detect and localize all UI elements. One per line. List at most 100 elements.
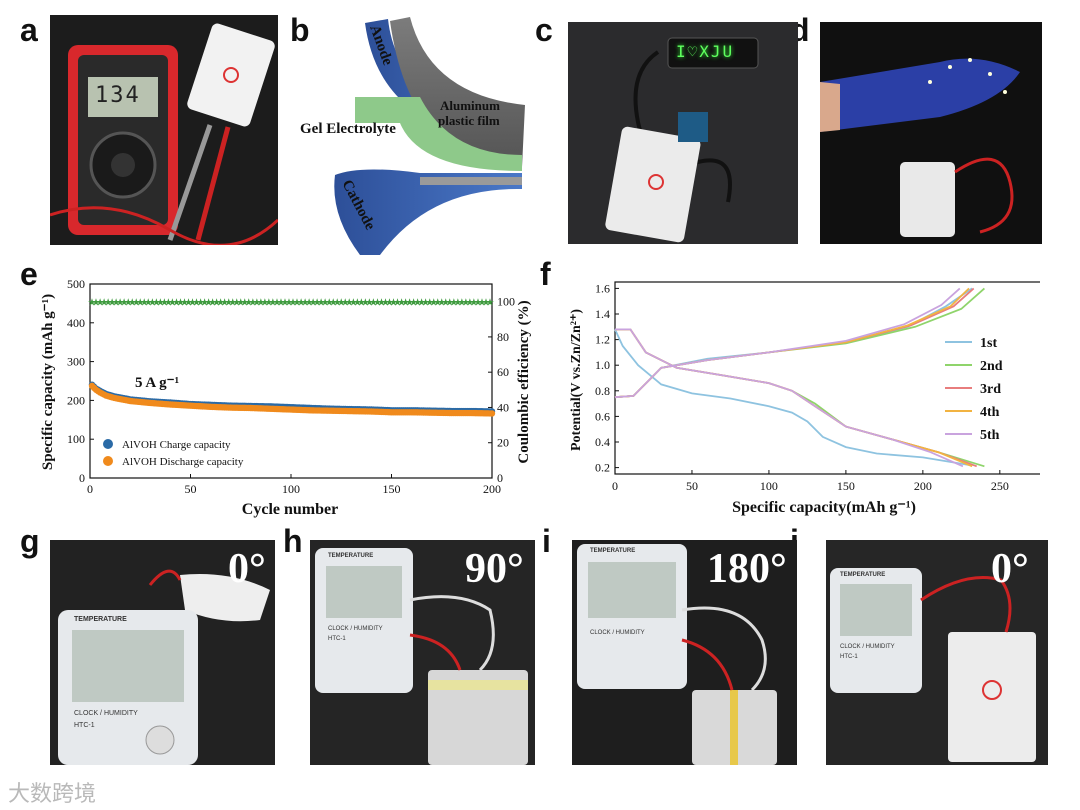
ce-point: ★ (188, 298, 197, 309)
ce-point: ★ (413, 298, 422, 309)
legend-charge-label: AlVOH Charge capacity (122, 439, 231, 451)
wire-red (50, 206, 278, 245)
discharge-point (488, 410, 496, 417)
ce-point: ★ (184, 298, 193, 309)
chart-e-ytick-label: 400 (67, 316, 85, 330)
ce-point: ★ (252, 298, 261, 309)
ce-point: ★ (140, 298, 149, 309)
ce-point: ★ (232, 298, 241, 309)
aluminum-film-layer (390, 17, 525, 167)
ce-point: ★ (353, 298, 362, 309)
ce-point: ★ (401, 298, 410, 309)
aluminum-film-label-2: plastic film (438, 113, 500, 128)
chart-f-ytick-label: 0.6 (595, 409, 610, 423)
chart-e-ytick-right-label: 0 (497, 471, 503, 485)
wire-red-i (681, 638, 734, 691)
light-dot (928, 80, 932, 84)
ce-point: ★ (473, 298, 482, 309)
ce-point: ★ (449, 298, 458, 309)
ce-point: ★ (481, 298, 490, 309)
curve-5th-charge (614, 287, 961, 399)
logo-seal-a (223, 67, 239, 83)
chart-cycling-performance: 5 A g⁻¹ Cycle number Specific capacity (… (40, 277, 532, 518)
legend-label-2nd: 2nd (980, 359, 1003, 374)
chart-e-ytick-label: 0 (79, 471, 85, 485)
ce-point: ★ (469, 298, 478, 309)
ce-point: ★ (289, 298, 298, 309)
photo-thermometer-180deg: TEMPERATURE CLOCK / HUMIDITY 180° (572, 540, 797, 765)
panel-label-e: e (20, 256, 38, 292)
ce-point: ★ (417, 298, 426, 309)
thermo-sub-g: CLOCK / HUMIDITY (74, 710, 138, 717)
ce-point: ★ (321, 298, 330, 309)
thermo-sub-h: CLOCK / HUMIDITY (328, 626, 383, 632)
battery-pouch-h (428, 670, 528, 765)
ce-point: ★ (357, 298, 366, 309)
ce-point: ★ (224, 298, 233, 309)
thermo-title-h: TEMPERATURE (328, 553, 374, 559)
ce-point: ★ (96, 298, 105, 309)
photo-led-badge: I♡XJU (568, 22, 798, 244)
ce-point: ★ (248, 298, 257, 309)
ce-point: ★ (120, 298, 129, 309)
probe-lead-1 (167, 124, 213, 241)
wire-red-d (954, 157, 1014, 234)
chart-e-ytick-right-label: 100 (497, 295, 515, 309)
ce-point: ★ (385, 298, 394, 309)
battery-pouch-j (948, 632, 1036, 762)
ce-point: ★ (333, 298, 342, 309)
chart-e-ytick-right-label: 40 (497, 400, 509, 414)
legend-discharge-label: AlVOH Discharge capacity (122, 456, 244, 468)
ce-point: ★ (240, 298, 249, 309)
chart-e-xtick-label: 50 (185, 482, 197, 496)
ce-point: ★ (389, 298, 398, 309)
ce-point: ★ (208, 298, 217, 309)
ce-point: ★ (220, 298, 229, 309)
ce-point: ★ (172, 298, 181, 309)
wire-white-h (409, 595, 495, 672)
forearm (820, 82, 840, 132)
photo-multimeter: 134 (50, 15, 278, 245)
chart-e-ytick-right-label: 20 (497, 436, 509, 450)
ce-point: ★ (192, 298, 201, 309)
chart-f-xtick-label: 250 (991, 479, 1009, 493)
ce-point: ★ (108, 298, 117, 309)
thermo-title-j: TEMPERATURE (840, 572, 886, 578)
ce-point: ★ (272, 298, 281, 309)
chart-e-ylabel-right: Coulombic efficiency (%) (516, 300, 532, 463)
ce-point: ★ (381, 298, 390, 309)
panel-label-a: a (20, 12, 38, 48)
logo-seal-j (982, 680, 1002, 700)
aluminum-film-lower (420, 177, 522, 185)
battery-pouch-a (187, 23, 275, 127)
thermo-model-g: HTC-1 (74, 722, 95, 729)
ce-point: ★ (453, 298, 462, 309)
curve-2nd-charge (614, 287, 985, 399)
light-dot (968, 58, 972, 62)
ce-point: ★ (152, 298, 161, 309)
ce-point: ★ (264, 298, 273, 309)
ce-point: ★ (369, 298, 378, 309)
chart-f-ytick-label: 0.2 (595, 461, 610, 475)
panel-label-h: h (283, 523, 303, 559)
ce-point: ★ (349, 298, 358, 309)
curve-4th-charge (614, 287, 970, 399)
light-dot (948, 65, 952, 69)
ce-point: ★ (176, 298, 185, 309)
chart-e-xtick-label: 150 (383, 482, 401, 496)
gel-electrolyte-layer (355, 97, 522, 171)
thermometer-lcd (326, 566, 402, 618)
ce-point: ★ (136, 298, 145, 309)
ce-point: ★ (313, 298, 322, 309)
ce-point: ★ (200, 298, 209, 309)
thermo-sub-j: CLOCK / HUMIDITY (840, 644, 895, 650)
ce-point: ★ (180, 298, 189, 309)
ce-point: ★ (441, 298, 450, 309)
logo-seal-c (648, 174, 664, 190)
legend-label-5th: 5th (980, 428, 1000, 443)
chart-f-xtick-label: 150 (837, 479, 855, 493)
curve-1st-charge (614, 287, 973, 399)
led-badge (667, 37, 759, 69)
chart-f-xtick-label: 100 (760, 479, 778, 493)
ce-point: ★ (445, 298, 454, 309)
